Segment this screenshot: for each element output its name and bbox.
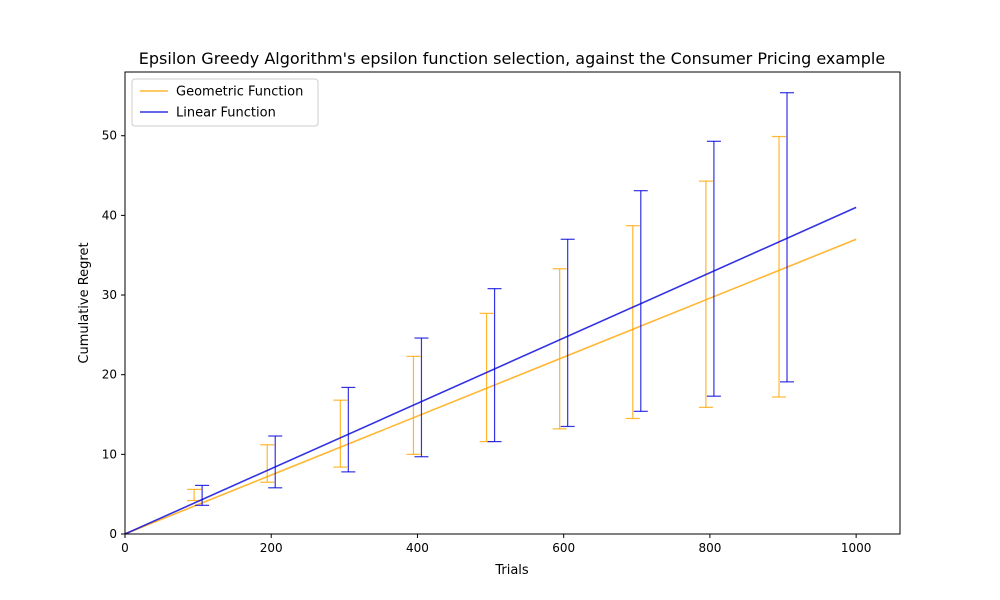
y-tick-label: 10 xyxy=(102,447,117,461)
linear-function-errorbar xyxy=(414,337,429,458)
legend-label-geometric-function: Geometric Function xyxy=(176,85,303,100)
x-tick-label: 400 xyxy=(406,541,429,555)
geometric-function-errorbar xyxy=(187,488,202,502)
geometric-function-errorbar xyxy=(260,444,275,483)
geometric-function-errorbar xyxy=(772,135,787,398)
x-axis-label: Trials xyxy=(494,563,529,578)
geometric-function-errorbar xyxy=(479,312,494,443)
linear-function-errorbar xyxy=(780,92,795,383)
x-tick-label: 200 xyxy=(260,541,283,555)
linear-function-errorbar xyxy=(195,484,210,506)
axes: 0 200 400 600 800 1000 0 10 20 30 40 50 xyxy=(102,71,901,555)
y-axis-label: Cumulative Regret xyxy=(77,242,92,363)
legend-box xyxy=(131,78,319,127)
y-tick-label: 0 xyxy=(109,527,117,541)
linear-function-errorbar xyxy=(560,238,575,428)
series-1 xyxy=(124,135,857,535)
y-tick-label: 50 xyxy=(102,129,117,143)
x-tick-label: 1000 xyxy=(841,541,872,555)
series-2 xyxy=(124,92,857,535)
linear-function-line xyxy=(124,206,857,535)
geometric-function-errorbar xyxy=(552,268,567,430)
geometric-function-errorbar xyxy=(625,225,640,420)
plot-area xyxy=(124,92,857,535)
linear-function-errorbar xyxy=(268,435,283,489)
geometric-function-errorbar xyxy=(333,399,348,468)
x-tick-label: 800 xyxy=(698,541,721,555)
chart-title: Epsilon Greedy Algorithm's epsilon funct… xyxy=(139,49,885,68)
plot-frame xyxy=(124,71,901,535)
legend: Geometric Function Linear Function xyxy=(131,78,319,127)
geometric-function-line xyxy=(124,238,857,535)
linear-function-errorbar xyxy=(706,140,721,397)
legend-label-linear-function: Linear Function xyxy=(176,106,276,121)
linear-function-errorbar xyxy=(487,288,502,443)
y-tick-label: 30 xyxy=(102,288,117,302)
y-tick-label: 40 xyxy=(102,208,117,222)
geometric-function-errorbar xyxy=(698,180,713,408)
linear-function-errorbar xyxy=(341,386,356,473)
linear-function-errorbar xyxy=(633,190,648,412)
x-tick-label: 0 xyxy=(121,541,129,555)
x-tick-label: 600 xyxy=(552,541,575,555)
y-tick-label: 20 xyxy=(102,368,117,382)
